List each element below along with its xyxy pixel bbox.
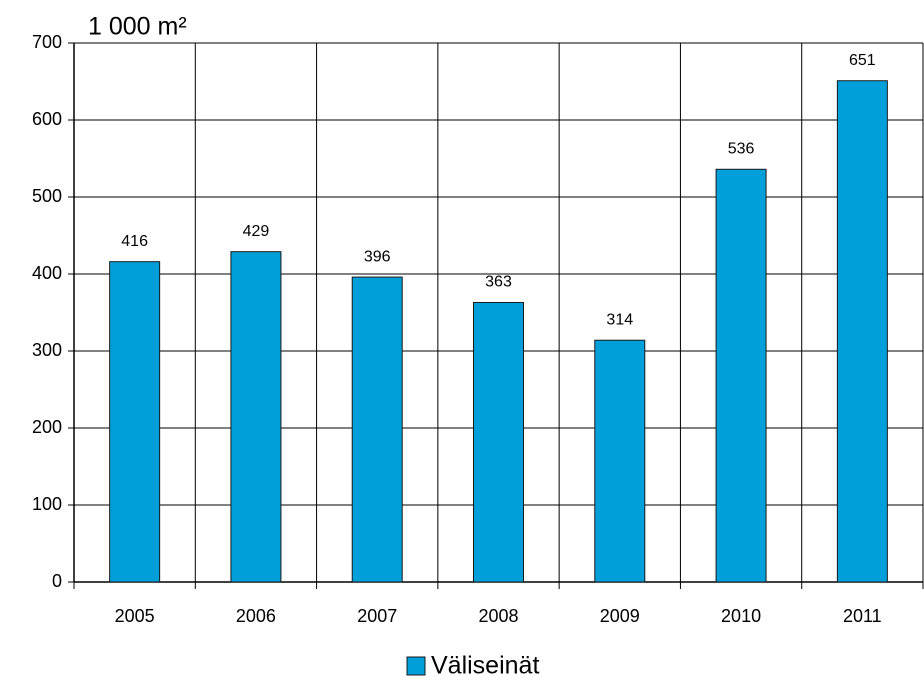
data-label: 416 — [121, 233, 148, 250]
x-tick-label: 2005 — [115, 606, 155, 626]
y-tick-label: 400 — [32, 263, 62, 283]
bar — [109, 261, 161, 583]
data-label: 651 — [849, 52, 876, 69]
x-tick-label: 2008 — [478, 606, 518, 626]
bar — [594, 339, 646, 583]
bar — [715, 168, 767, 583]
y-tick-label: 100 — [32, 494, 62, 514]
data-label: 363 — [485, 274, 512, 291]
y-tick-label: 500 — [32, 186, 62, 206]
y-tick-label: 300 — [32, 340, 62, 360]
y-tick-label: 700 — [32, 32, 62, 52]
legend-swatch — [406, 656, 426, 676]
data-label: 429 — [243, 223, 270, 240]
bar — [473, 301, 524, 583]
x-tick-label: 2009 — [600, 606, 640, 626]
bar — [836, 80, 888, 583]
x-tick-label: 2006 — [236, 606, 276, 626]
data-label: 536 — [728, 140, 755, 157]
data-label: 314 — [606, 311, 633, 328]
legend-label: Väliseinät — [431, 652, 539, 680]
y-tick-label: 200 — [32, 417, 62, 437]
bar — [351, 276, 403, 583]
y-axis-label: 1 000 m² — [88, 13, 187, 41]
bar — [230, 251, 282, 583]
x-tick-label: 2011 — [843, 606, 882, 626]
data-label: 396 — [364, 248, 391, 265]
y-tick-label: 600 — [32, 109, 62, 129]
y-tick-label: 0 — [52, 571, 62, 591]
x-tick-label: 2007 — [357, 606, 397, 626]
x-tick-label: 2010 — [721, 606, 761, 626]
